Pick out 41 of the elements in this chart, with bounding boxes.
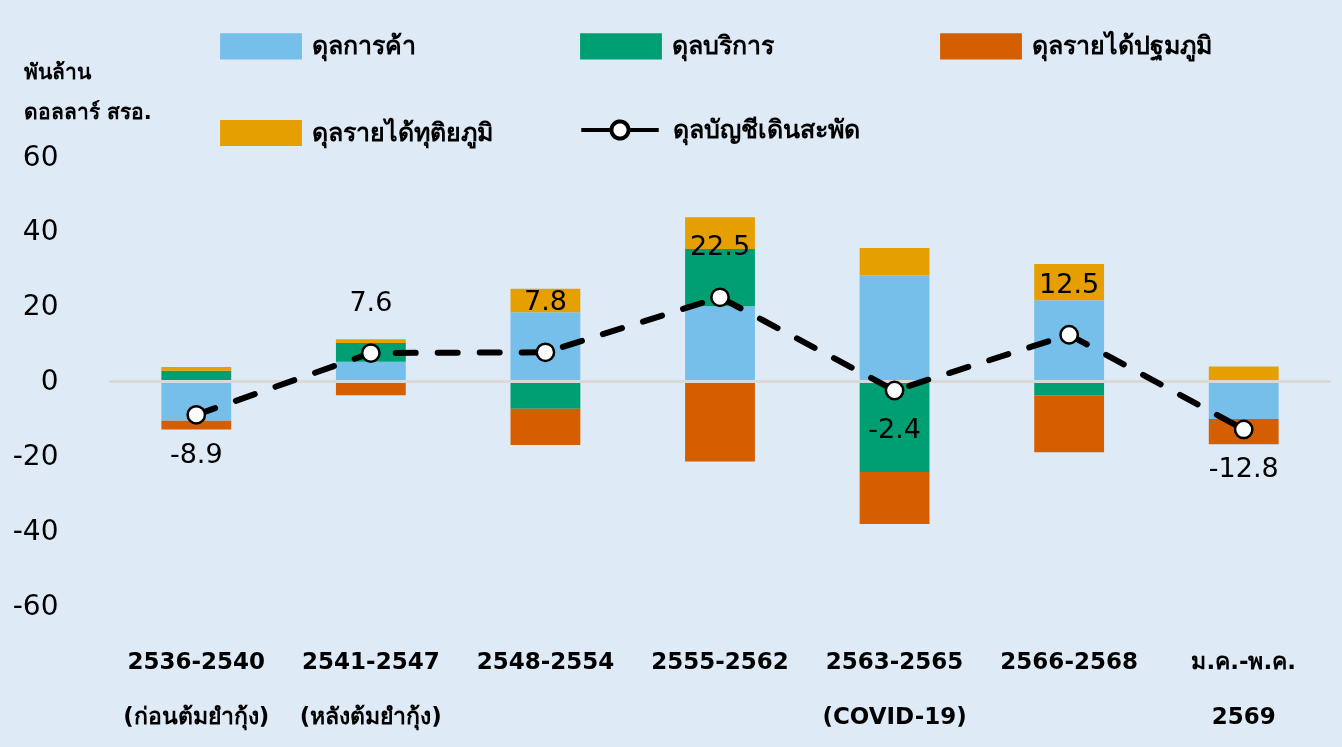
bar [859, 247, 930, 276]
y-tick-label: 60 [22, 139, 59, 173]
legend-label: ดุลรายได้ปฐมภูมิ [1032, 30, 1212, 63]
data-label: 7.8 [523, 285, 567, 317]
bar [335, 339, 406, 343]
data-label: -12.8 [1208, 452, 1279, 484]
y-tick-label: 20 [22, 289, 59, 323]
point [884, 380, 905, 401]
x-tick-label: 2555-2562 [651, 647, 789, 674]
bar [510, 381, 581, 409]
data-label: 7.6 [349, 286, 393, 318]
bar [510, 408, 581, 446]
bar [1034, 395, 1105, 453]
legend-label: ดุลบริการ [672, 31, 775, 63]
category-label: 2541-2547 (หลังต้มยำกุ้ง) [299, 647, 442, 729]
bar [685, 306, 755, 382]
y-tick-label: -20 [12, 438, 59, 472]
data-label: -2.4 [868, 413, 921, 445]
x-tick-label: 2566-2568 [1000, 647, 1138, 674]
point [186, 404, 207, 425]
x-tick-label: 2548-2554 [476, 647, 615, 674]
category-label: 2536-2540 (ก่อนต้มยำกุ้ง) [123, 647, 270, 729]
legend-label: ดุลรายได้ทุติยภูมิ [312, 117, 493, 149]
data-label: -8.9 [169, 437, 223, 469]
point [360, 343, 381, 363]
category-label: ม.ค.-พ.ค. 2569 [1191, 647, 1296, 729]
legend-label: ดุลบัญชีเดินสะพัด [673, 115, 860, 146]
data-label: 12.5 [1039, 267, 1100, 299]
legend-label: ดุลการค้า [312, 31, 416, 63]
y-tick-label: 40 [22, 214, 59, 248]
bar [859, 275, 930, 382]
y-tick-label: -40 [12, 513, 59, 547]
bar [1208, 381, 1279, 419]
bar [859, 472, 930, 525]
bar [161, 366, 232, 371]
y-axis-title: พันล้าน ดอลลาร์ สรอ. [23, 59, 152, 124]
point [710, 287, 730, 308]
category-label: 2563-2565 (COVID-19) [822, 647, 967, 729]
y-tick-label: 0 [40, 364, 59, 397]
bar [685, 381, 755, 462]
y-tick-label: -60 [12, 588, 59, 622]
